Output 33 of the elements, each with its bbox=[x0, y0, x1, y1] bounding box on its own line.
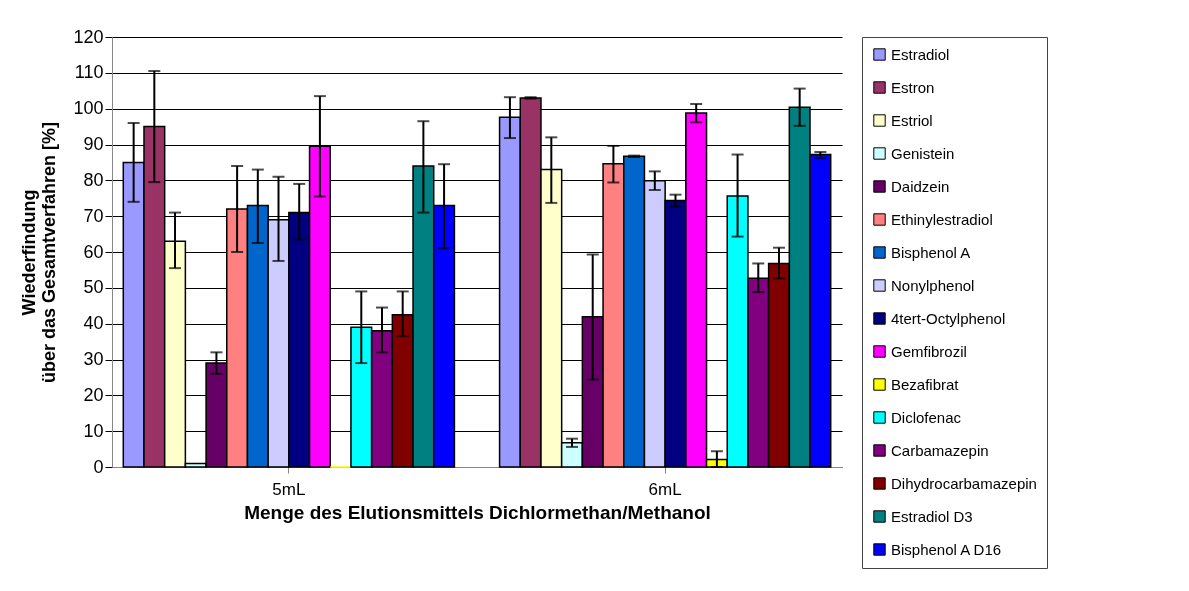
y-tick-label: 0 bbox=[93, 456, 104, 477]
y-tick-label: 110 bbox=[74, 62, 104, 83]
legend-label: Estron bbox=[891, 78, 935, 96]
y-tick-label: 30 bbox=[83, 349, 104, 369]
y-tick-label: 60 bbox=[83, 241, 104, 262]
y-tick-label: 10 bbox=[83, 420, 104, 441]
y-tick-label: 20 bbox=[83, 384, 104, 405]
legend-label: Bisphenol A D16 bbox=[891, 540, 1002, 558]
x-tick-label: 6mL bbox=[648, 479, 682, 499]
legend-label: Bezafibrat bbox=[891, 375, 960, 393]
y-tick-label: 40 bbox=[83, 313, 104, 334]
y-tick-label: 50 bbox=[83, 277, 104, 298]
legend-label: Gemfibrozil bbox=[891, 342, 967, 360]
legend-label: Estradiol bbox=[891, 45, 950, 63]
legend-label: Ethinylestradiol bbox=[891, 210, 993, 228]
x-tick-label: 5mL bbox=[272, 479, 306, 499]
legend-label: Estradiol D3 bbox=[891, 507, 973, 525]
y-axis-title: Wiederfindung über das Gesamtverfahren [%] bbox=[19, 121, 60, 384]
legend-label: Bisphenol A bbox=[891, 243, 971, 261]
y-tick-label: 100 bbox=[73, 98, 104, 119]
legend-label: Diclofenac bbox=[891, 408, 962, 426]
legend-label: Genistein bbox=[891, 144, 955, 162]
y-tick-label: 90 bbox=[83, 134, 104, 154]
legend-label: Dihydrocarbamazepin bbox=[891, 474, 1037, 492]
y-tick-label: 80 bbox=[83, 169, 104, 190]
x-axis-title: Menge des Elutionsmittels Dichlormethan/Methanol bbox=[244, 501, 711, 523]
legend-label: Carbamazepin bbox=[891, 441, 989, 459]
legend-label: Estriol bbox=[891, 111, 933, 129]
legend-label: Daidzein bbox=[891, 177, 950, 195]
y-tick-label: 120 bbox=[73, 26, 104, 47]
y-tick-label: 70 bbox=[83, 205, 104, 226]
legend-label: Nonylphenol bbox=[891, 276, 975, 294]
legend-label: 4tert-Octylphenol bbox=[891, 309, 1006, 327]
